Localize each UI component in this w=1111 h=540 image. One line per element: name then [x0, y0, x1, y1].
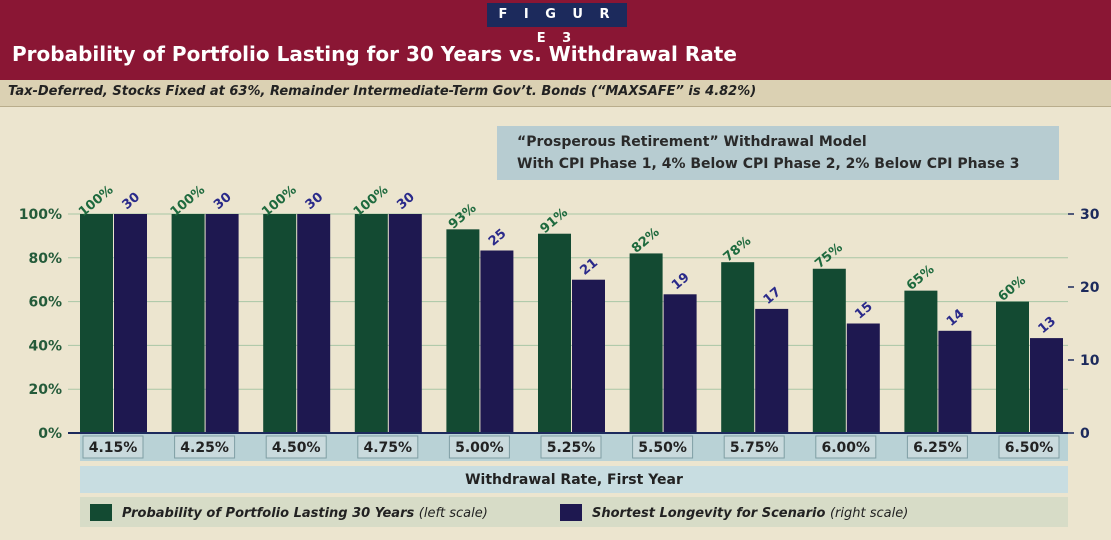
- category-box: [906, 435, 968, 459]
- subtitle-band: Tax-Deferred, Stocks Fixed at 63%, Remai…: [0, 80, 1111, 107]
- data-label-longevity: 21: [577, 255, 601, 278]
- data-label-probability: 75%: [812, 240, 845, 271]
- chart-subtitle: Tax-Deferred, Stocks Fixed at 63%, Remai…: [8, 84, 757, 99]
- annotation-line-2: With CPI Phase 1, 4% Below CPI Phase 2, …: [517, 156, 1019, 172]
- data-label-longevity: 13: [1035, 314, 1059, 337]
- bar-longevity: [480, 250, 514, 433]
- bar-probability: [263, 214, 297, 433]
- data-label-probability: 93%: [446, 201, 479, 232]
- bar-longevity: [1030, 338, 1063, 433]
- xlabel-band: [80, 466, 1068, 493]
- data-label-longevity: 30: [303, 190, 327, 213]
- data-label-longevity: 30: [394, 190, 418, 213]
- bar-longevity: [663, 294, 697, 433]
- chart-title: Probability of Portfolio Lasting for 30 …: [12, 42, 737, 66]
- category-label: 4.75%: [364, 440, 413, 456]
- annotation-line-1: “Prosperous Retirement” Withdrawal Model: [517, 134, 867, 150]
- right-axis-tick: 20: [1080, 280, 1100, 296]
- annotation-box: [497, 126, 1059, 180]
- data-label-probability: 82%: [629, 225, 662, 256]
- bar-probability: [812, 268, 846, 433]
- legend-label-probability: Probability of Portfolio Lasting 30 Year…: [122, 506, 488, 521]
- category-box: [998, 435, 1060, 459]
- header-banner: F I G U R E 3 Probability of Portfolio L…: [0, 0, 1111, 80]
- data-label-probability: 78%: [721, 234, 754, 265]
- left-axis-tick: 20%: [28, 382, 62, 398]
- bar-probability: [629, 253, 663, 433]
- category-box: [540, 435, 602, 459]
- left-axis-tick: 80%: [28, 251, 62, 267]
- left-axis-tick: 0%: [38, 426, 62, 442]
- category-label: 4.50%: [272, 440, 321, 456]
- bar-longevity: [846, 323, 880, 433]
- category-label: 6.25%: [913, 440, 962, 456]
- category-label: 6.00%: [822, 440, 871, 456]
- category-box: [723, 435, 785, 459]
- data-label-probability: 91%: [538, 205, 571, 236]
- left-axis-tick: 100%: [19, 207, 62, 223]
- x-axis-label: Withdrawal Rate, First Year: [465, 472, 683, 488]
- bar-probability: [446, 229, 480, 433]
- data-label-probability: 60%: [996, 273, 1029, 304]
- figure-label: F I G U R E 3: [487, 3, 627, 46]
- category-label: 4.25%: [180, 440, 229, 456]
- category-box: [448, 435, 510, 459]
- category-box: [632, 435, 694, 459]
- category-label: 5.75%: [730, 440, 779, 456]
- left-axis-tick: 40%: [28, 338, 62, 354]
- category-label: 5.00%: [455, 440, 504, 456]
- bar-longevity: [205, 214, 239, 433]
- category-box: [174, 435, 236, 459]
- data-label-longevity: 17: [761, 285, 785, 308]
- right-axis-tick: 0: [1080, 426, 1090, 442]
- legend-swatch-longevity: [560, 504, 582, 521]
- bar-probability: [538, 233, 571, 433]
- data-label-longevity: 14: [944, 307, 968, 330]
- data-label-longevity: 25: [486, 226, 510, 249]
- bar-probability: [904, 290, 938, 433]
- data-label-longevity: 30: [211, 190, 235, 213]
- bar-probability: [721, 262, 755, 433]
- data-label-probability: 65%: [904, 262, 937, 293]
- data-label-longevity: 19: [669, 270, 693, 293]
- bar-longevity: [572, 279, 605, 433]
- bar-probability: [354, 214, 388, 433]
- legend-scale-note-right: (right scale): [830, 506, 908, 521]
- legend-series-name-longevity: Shortest Longevity for Scenario: [592, 506, 830, 521]
- category-label: 5.50%: [638, 440, 687, 456]
- category-label: 6.50%: [1005, 440, 1054, 456]
- bar-probability: [171, 214, 205, 433]
- bar-longevity: [297, 214, 331, 433]
- category-box: [815, 435, 877, 459]
- category-box: [357, 435, 419, 459]
- legend-swatch-probability: [90, 504, 112, 521]
- bar-longevity: [114, 214, 147, 433]
- bar-longevity: [755, 308, 789, 433]
- right-axis-tick: 30: [1080, 207, 1100, 223]
- bar-probability: [996, 301, 1029, 433]
- category-box: [82, 435, 144, 459]
- category-label: 4.15%: [89, 440, 138, 456]
- data-label-longevity: 15: [852, 299, 876, 322]
- right-axis-tick: 10: [1080, 353, 1100, 369]
- bar-probability: [80, 214, 113, 433]
- bar-longevity: [938, 330, 972, 433]
- left-axis-tick: 60%: [28, 295, 62, 311]
- data-label-longevity: 30: [119, 190, 143, 213]
- category-box: [265, 435, 327, 459]
- category-label: 5.25%: [547, 440, 596, 456]
- legend-label-longevity: Shortest Longevity for Scenario (right s…: [592, 506, 908, 521]
- bar-longevity: [388, 214, 422, 433]
- legend-series-name-probability: Probability of Portfolio Lasting 30 Year…: [122, 506, 419, 521]
- legend-scale-note-left: (left scale): [419, 506, 488, 521]
